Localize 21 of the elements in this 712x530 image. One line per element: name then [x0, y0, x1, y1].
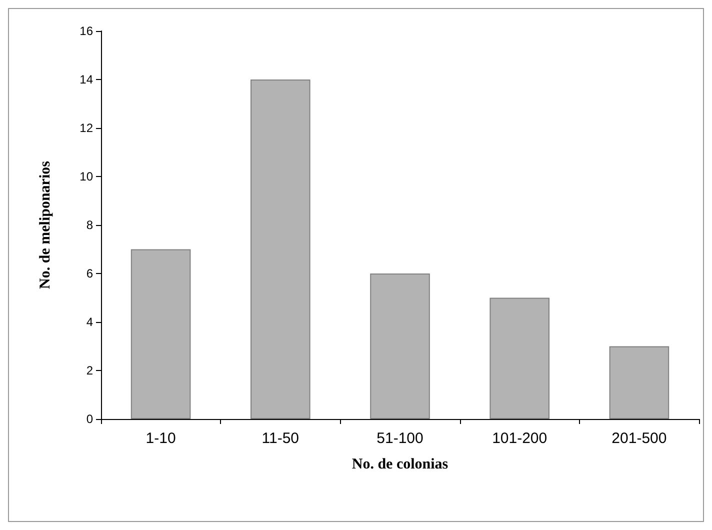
y-tick-label: 4 [86, 315, 94, 329]
x-tick-label: 201-500 [612, 430, 667, 447]
y-tick-label: 16 [80, 24, 94, 38]
bar [130, 249, 191, 419]
x-tick-label: 1-10 [146, 430, 176, 447]
x-tick-label: 101-200 [492, 430, 548, 447]
bar [609, 346, 670, 419]
y-tick-label: 2 [86, 364, 94, 378]
y-tick-label: 14 [80, 72, 94, 86]
bar [490, 298, 550, 419]
y-tick-label: 6 [86, 266, 94, 280]
bar [370, 274, 430, 419]
y-tick-label: 12 [80, 121, 94, 135]
y-tick-label: 0 [86, 412, 94, 426]
y-tick-label: 8 [86, 218, 94, 232]
x-tick-label: 51-100 [376, 430, 424, 447]
y-axis-title: No. de meliponarios [38, 160, 54, 289]
x-tick-label: 11-50 [262, 430, 300, 447]
x-axis-title: No. de colonias [352, 456, 448, 472]
y-tick-label: 10 [80, 170, 94, 184]
bar [250, 80, 310, 419]
